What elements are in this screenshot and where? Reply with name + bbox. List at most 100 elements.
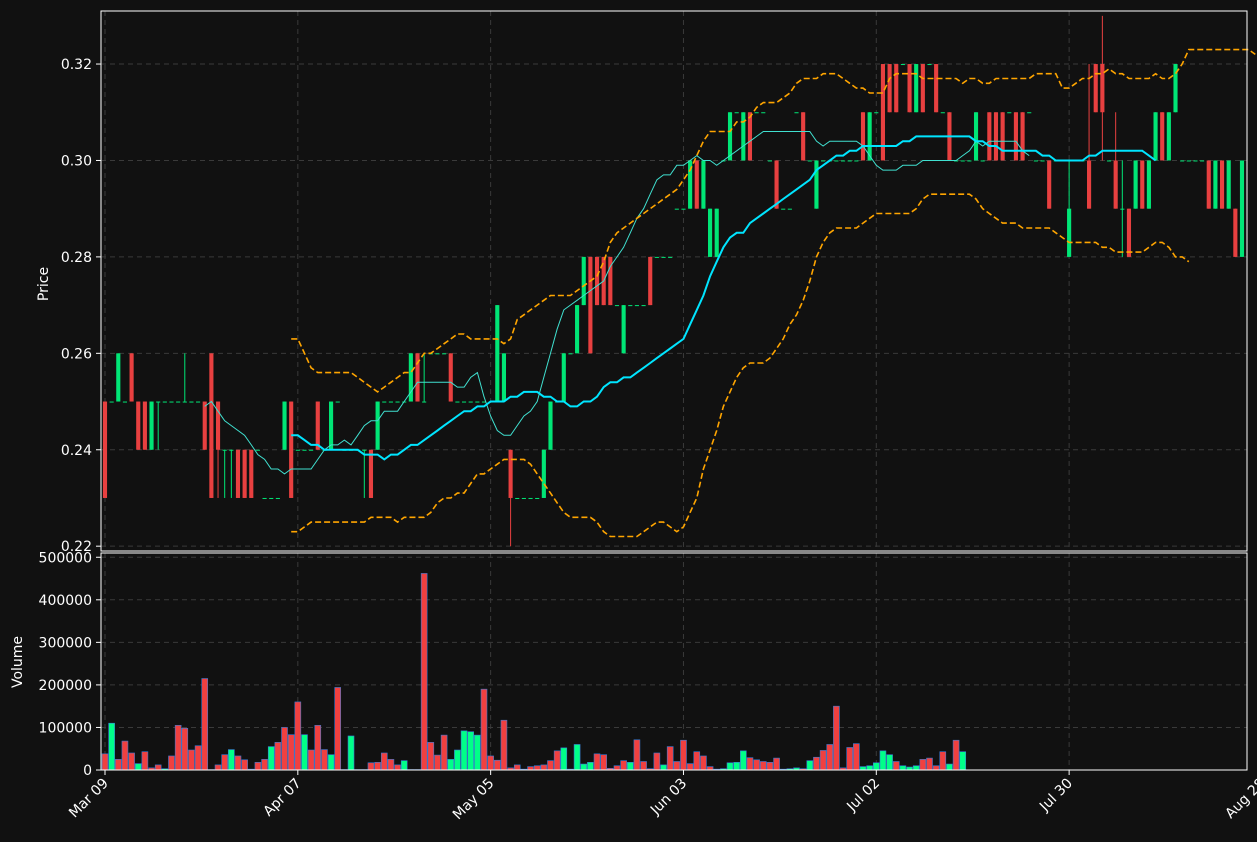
volume-bar xyxy=(666,746,674,771)
volume-bar xyxy=(454,749,461,771)
candle-body xyxy=(1106,160,1112,162)
candle-body xyxy=(907,64,912,113)
volume-bar xyxy=(680,739,687,771)
candle-body xyxy=(209,353,214,498)
candle-body xyxy=(1173,64,1178,113)
volume-bar xyxy=(420,573,428,771)
candle-body xyxy=(541,449,546,498)
candle-body xyxy=(987,112,992,161)
volume-bar xyxy=(553,750,561,771)
candle-body xyxy=(481,401,487,403)
candle-body xyxy=(714,208,719,257)
candle-body xyxy=(528,497,533,499)
candle-body xyxy=(674,208,679,210)
volume-bar xyxy=(766,762,774,771)
candle-body xyxy=(980,160,985,162)
price-candles xyxy=(102,15,1245,547)
volume-tick-label: 500000 xyxy=(39,550,92,566)
candle-body xyxy=(927,64,932,66)
volume-bar xyxy=(188,749,195,771)
candle-body xyxy=(422,401,427,403)
candle-body xyxy=(940,112,945,114)
candle-body xyxy=(581,256,586,306)
candle-body xyxy=(967,160,972,162)
candle-body xyxy=(149,401,154,450)
volume-bar xyxy=(853,743,860,771)
price-y-axis: 0.22 0.24 0.26 0.28 0.30 0.32 xyxy=(61,57,101,555)
volume-bar xyxy=(460,730,468,771)
price-axis-title: Price xyxy=(36,267,52,301)
volume-bar xyxy=(108,722,115,771)
volume-bar xyxy=(487,755,494,771)
candle-body xyxy=(1000,112,1005,161)
candle-body xyxy=(1213,160,1218,209)
candle-body xyxy=(521,497,526,499)
volume-tick-label: 200000 xyxy=(39,678,92,694)
candle-body xyxy=(102,401,108,498)
candle-body xyxy=(235,449,241,498)
candle-body xyxy=(801,112,806,161)
candle-body xyxy=(315,401,320,450)
volume-bar xyxy=(886,754,893,771)
volume-bar xyxy=(181,728,189,771)
volume-bar xyxy=(527,766,534,771)
candle-body xyxy=(1233,208,1238,257)
candle-body xyxy=(548,401,553,450)
volume-bar xyxy=(746,757,754,771)
price-panel-frame xyxy=(100,10,1248,552)
candle-body xyxy=(1067,208,1072,257)
volume-bar xyxy=(228,749,235,771)
candle-body xyxy=(648,256,653,306)
volume-tick-label: 400000 xyxy=(39,593,92,609)
volume-bar xyxy=(959,751,967,771)
candle-body xyxy=(654,256,659,258)
candle-body xyxy=(634,305,639,307)
candle-body xyxy=(501,353,507,402)
candle-body xyxy=(295,449,300,451)
candle-body xyxy=(136,401,141,450)
candle-body xyxy=(1033,160,1038,162)
candle-body xyxy=(594,256,600,306)
candle-body xyxy=(641,305,646,307)
volume-bar xyxy=(261,759,268,771)
volume-axis-title: Volume xyxy=(10,636,26,688)
volume-bar xyxy=(626,762,634,771)
candle-body xyxy=(189,401,194,403)
candle-body xyxy=(255,449,260,451)
volume-bar xyxy=(400,760,408,771)
candle-body xyxy=(887,64,892,113)
candle-body xyxy=(1219,160,1225,209)
candle-body xyxy=(561,353,566,402)
candle-body xyxy=(388,401,393,403)
candle-body xyxy=(535,497,540,499)
volume-bar xyxy=(374,762,381,771)
candle-body xyxy=(794,112,799,114)
volume-bar xyxy=(494,759,501,771)
volume-bar xyxy=(347,735,355,771)
volume-bar xyxy=(932,765,940,771)
volume-bar xyxy=(513,764,521,771)
candle-body xyxy=(162,401,167,403)
volume-tick-label: 100000 xyxy=(39,720,92,736)
candle-body xyxy=(495,305,500,402)
volume-grid xyxy=(101,553,1247,771)
volume-bar xyxy=(753,759,760,771)
candle-body xyxy=(774,160,779,209)
candle-body xyxy=(1206,160,1211,209)
candle-body xyxy=(781,208,786,210)
volume-bar xyxy=(580,763,588,771)
candle-body xyxy=(116,353,121,402)
volume-bar xyxy=(573,744,581,771)
candle-body xyxy=(382,401,387,403)
volume-panel-frame xyxy=(100,552,1248,771)
volume-bar xyxy=(314,725,322,771)
volume-bar xyxy=(500,719,508,771)
candle-body xyxy=(1013,112,1018,161)
candle-body xyxy=(814,160,819,209)
volume-bar xyxy=(221,754,228,771)
candle-body xyxy=(1007,112,1012,114)
volume-bar xyxy=(168,755,175,771)
volume-bar xyxy=(673,761,681,771)
volume-bar xyxy=(387,759,395,771)
